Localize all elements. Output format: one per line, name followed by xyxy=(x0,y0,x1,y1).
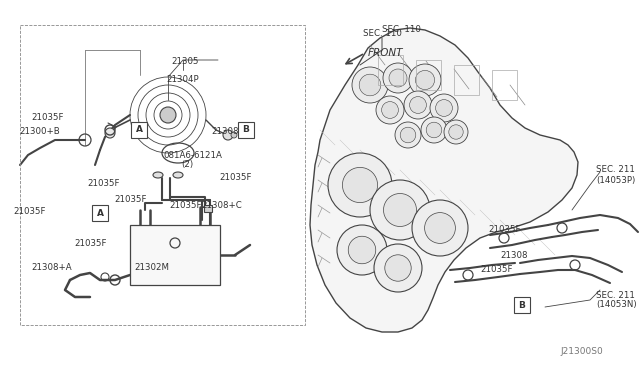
Bar xyxy=(131,122,147,138)
Bar xyxy=(454,65,479,95)
Circle shape xyxy=(328,153,392,217)
Circle shape xyxy=(415,70,435,90)
Text: 21308+C: 21308+C xyxy=(202,201,243,209)
Circle shape xyxy=(359,74,381,96)
Text: (14053P): (14053P) xyxy=(596,176,636,185)
Circle shape xyxy=(400,127,416,143)
Text: J21300S0: J21300S0 xyxy=(560,347,603,356)
Circle shape xyxy=(410,97,426,113)
Text: FRONT: FRONT xyxy=(368,48,403,58)
Text: 21305: 21305 xyxy=(172,58,199,67)
Text: A: A xyxy=(136,125,143,135)
Circle shape xyxy=(348,236,376,264)
Circle shape xyxy=(404,91,432,119)
Text: SEC. 110: SEC. 110 xyxy=(382,26,421,35)
Circle shape xyxy=(342,167,378,203)
Circle shape xyxy=(160,107,176,123)
Circle shape xyxy=(436,100,452,116)
Bar xyxy=(492,70,517,100)
Bar xyxy=(416,60,441,90)
Circle shape xyxy=(383,193,417,227)
Text: 21035F: 21035F xyxy=(170,201,202,209)
Text: SEC. 211: SEC. 211 xyxy=(596,166,635,174)
Text: 21308: 21308 xyxy=(500,250,527,260)
Circle shape xyxy=(426,122,442,138)
Text: 21035F: 21035F xyxy=(480,266,513,275)
Text: B: B xyxy=(518,301,525,310)
Bar xyxy=(130,225,220,285)
Text: 21035F: 21035F xyxy=(488,225,520,234)
Ellipse shape xyxy=(153,172,163,178)
Text: 21308H: 21308H xyxy=(211,126,245,135)
Circle shape xyxy=(395,122,421,148)
Text: (2): (2) xyxy=(181,160,193,170)
Text: SEC. 110: SEC. 110 xyxy=(363,29,401,38)
Text: B: B xyxy=(243,125,250,135)
Bar xyxy=(204,205,212,212)
Text: 21308+A: 21308+A xyxy=(32,263,72,273)
Circle shape xyxy=(376,96,404,124)
Text: 21300+B: 21300+B xyxy=(20,128,60,137)
Text: 21035F: 21035F xyxy=(32,113,64,122)
Circle shape xyxy=(381,102,398,118)
Polygon shape xyxy=(310,28,578,332)
Bar xyxy=(92,205,108,221)
Text: 21035F: 21035F xyxy=(88,179,120,187)
Circle shape xyxy=(421,117,447,143)
Text: A: A xyxy=(97,208,104,218)
Bar xyxy=(514,297,530,313)
Circle shape xyxy=(424,213,456,243)
Text: 21035F: 21035F xyxy=(13,208,46,217)
Circle shape xyxy=(352,67,388,103)
Text: 21035F: 21035F xyxy=(115,196,147,205)
Text: 21304P: 21304P xyxy=(166,76,199,84)
Text: SEC. 211: SEC. 211 xyxy=(596,291,635,299)
Circle shape xyxy=(337,225,387,275)
Text: 21302M: 21302M xyxy=(134,263,170,273)
Circle shape xyxy=(105,128,115,138)
Circle shape xyxy=(370,180,430,240)
Circle shape xyxy=(449,125,463,139)
Circle shape xyxy=(385,255,412,281)
Bar xyxy=(378,55,403,85)
Circle shape xyxy=(412,200,468,256)
Circle shape xyxy=(444,120,468,144)
Ellipse shape xyxy=(173,172,183,178)
Circle shape xyxy=(383,63,413,93)
Text: 21035F: 21035F xyxy=(75,238,108,247)
Circle shape xyxy=(409,64,441,96)
Text: 081A6-6121A: 081A6-6121A xyxy=(164,151,223,160)
Circle shape xyxy=(374,244,422,292)
Text: (14053N): (14053N) xyxy=(596,301,637,310)
Bar xyxy=(20,25,305,325)
Circle shape xyxy=(430,94,458,122)
Circle shape xyxy=(389,69,407,87)
Bar xyxy=(238,122,254,138)
Circle shape xyxy=(223,130,233,140)
Text: 21035F: 21035F xyxy=(220,173,252,183)
Circle shape xyxy=(231,132,237,138)
